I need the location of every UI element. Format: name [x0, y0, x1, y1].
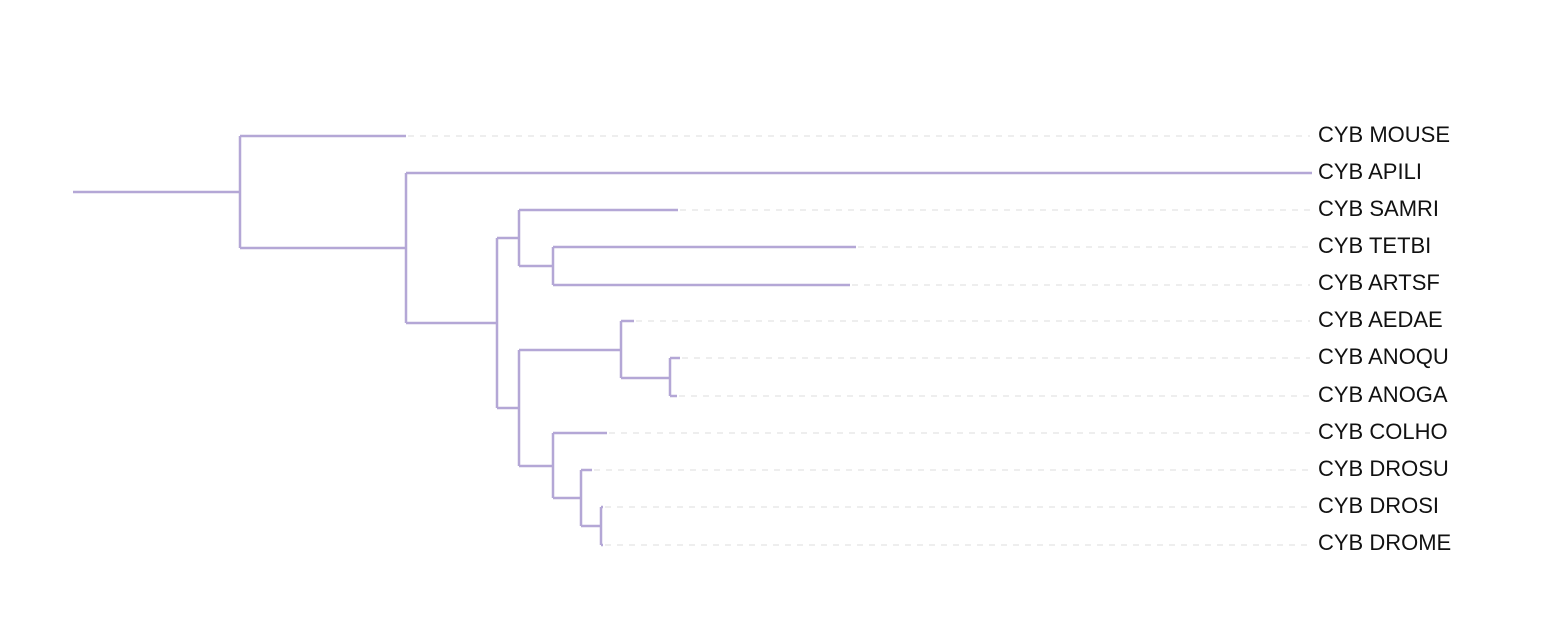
- leaf-label: CYB TETBI: [1318, 233, 1431, 258]
- leaf-label: CYB ANOQU: [1318, 344, 1449, 369]
- leaf-label: CYB DROSU: [1318, 456, 1449, 481]
- leaf-label: CYB AEDAE: [1318, 307, 1443, 332]
- leaf-label: CYB MOUSE: [1318, 122, 1450, 147]
- leaf-label: CYB APILI: [1318, 159, 1422, 184]
- leaf-label: CYB DROSI: [1318, 493, 1439, 518]
- leaf-label: CYB ARTSF: [1318, 270, 1440, 295]
- leaf-label: CYB ANOGA: [1318, 382, 1448, 407]
- branches: [73, 134, 1312, 547]
- leader-lines: [408, 135, 1310, 546]
- leaf-labels: CYB MOUSE CYB APILI CYB SAMRI CYB TETBI …: [1318, 122, 1451, 555]
- leaf-label: CYB SAMRI: [1318, 196, 1439, 221]
- leaf-label: CYB COLHO: [1318, 419, 1448, 444]
- leaf-label: CYB DROME: [1318, 530, 1451, 555]
